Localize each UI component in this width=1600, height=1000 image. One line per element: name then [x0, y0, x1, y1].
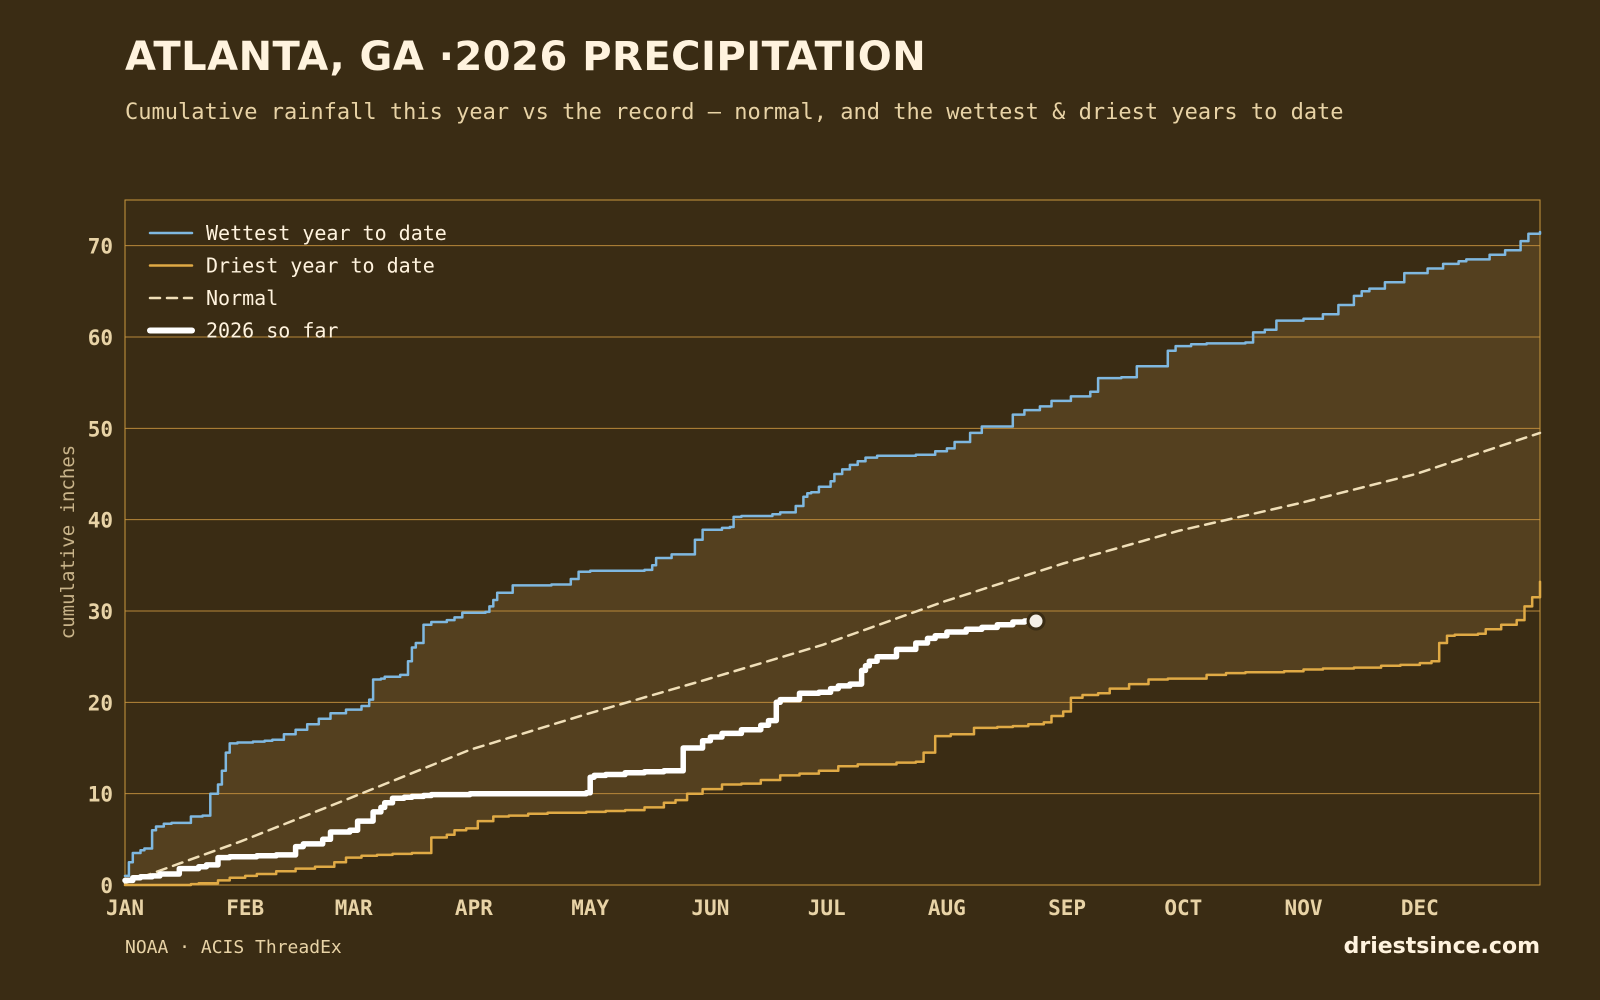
brand-link[interactable]: driestsince.com [1343, 934, 1540, 959]
x-tick-label: JAN [106, 896, 144, 920]
page-subtitle: Cumulative rainfall this year vs the rec… [125, 100, 1344, 125]
x-tick-label: APR [455, 896, 493, 920]
x-tick-label: MAY [571, 896, 609, 920]
y-tick-label: 70 [88, 235, 113, 259]
x-tick-label: AUG [928, 896, 966, 920]
gridlines [125, 245, 1540, 795]
series-line-wettest-year-to-date [123, 230, 1542, 878]
legend-label: Normal [206, 286, 278, 310]
legend-label: Wettest year to date [206, 221, 447, 245]
y-tick-label: 20 [88, 691, 113, 715]
x-tick-label: FEB [226, 896, 264, 920]
x-tick-label: MAR [335, 896, 373, 920]
x-tick-label: DEC [1401, 896, 1439, 920]
y-tick-label: 40 [88, 509, 113, 533]
legend-label: 2026 so far [206, 319, 338, 343]
y-tick-label: 0 [100, 874, 113, 898]
data-source: NOAA · ACIS ThreadEx [125, 937, 342, 958]
y-tick-label: 10 [88, 783, 113, 807]
x-tick-label: JUL [808, 896, 846, 920]
x-axis-ticks: JAN FEB MAR APR MAY JUN JUL AUG SEP OCT NOV DEC [106, 896, 1439, 920]
series-line-normal [123, 431, 1542, 885]
y-tick-label: 50 [88, 417, 113, 441]
x-tick-label: NOV [1285, 896, 1323, 920]
current-point-marker [1026, 611, 1046, 631]
series-layer [122, 230, 1542, 887]
series-line-driest-year-to-date [123, 580, 1542, 887]
x-tick-label: JUN [691, 896, 729, 920]
wet-dry-band [125, 232, 1540, 885]
legend: Wettest year to date Driest year to date N… [147, 221, 447, 343]
series-line-2026-so-far [122, 618, 1039, 884]
y-tick-label: 30 [88, 600, 113, 624]
y-tick-label: 60 [88, 326, 113, 350]
y-axis-ticks: 0 10 20 30 40 50 60 70 [88, 235, 113, 898]
y-axis-label: cumulative inches [57, 445, 79, 639]
plot-frame [124, 199, 1541, 886]
x-tick-label: OCT [1164, 896, 1202, 920]
page-title: ATLANTA, GA ·2026 PRECIPITATION [125, 34, 927, 80]
legend-label: Driest year to date [206, 254, 435, 278]
x-tick-label: SEP [1048, 896, 1086, 920]
